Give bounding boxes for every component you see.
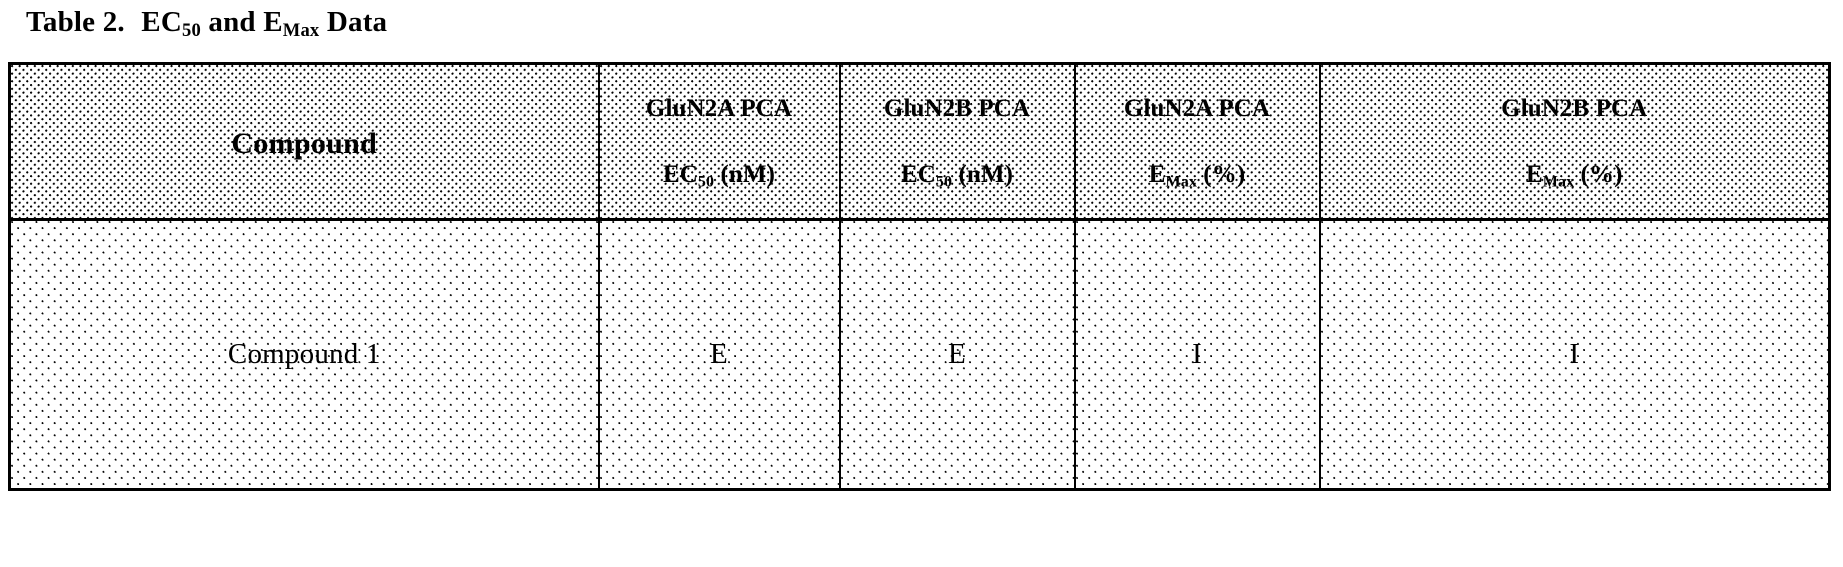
column-header-line2: EMax (%) bbox=[1076, 160, 1319, 190]
column-header-line2: EC50 (nM) bbox=[600, 160, 839, 190]
cell-glun2a-ec50-value: E bbox=[710, 338, 728, 370]
header-sub: 50 bbox=[936, 173, 952, 190]
page-root: Table 2. EC50 and EMax Data Compound Glu… bbox=[0, 0, 1843, 567]
column-header-glun2a-emax: GluN2A PCA EMax (%) bbox=[1075, 64, 1320, 220]
column-header-glun2a-ec50-text: GluN2A PCA EC50 (nM) bbox=[600, 94, 839, 190]
table-row: Compound 1 E E I I bbox=[10, 220, 1830, 490]
cell-glun2b-ec50: E bbox=[840, 220, 1075, 490]
cell-glun2a-emax: I bbox=[1075, 220, 1320, 490]
title-sub-max: Max bbox=[283, 20, 320, 41]
cell-glun2b-emax-value: I bbox=[1569, 338, 1579, 370]
column-header-glun2b-ec50-text: GluN2B PCA EC50 (nM) bbox=[841, 94, 1074, 190]
column-header-compound: Compound bbox=[10, 64, 599, 220]
column-header-compound-label: Compound bbox=[231, 127, 377, 160]
column-header-line2: EC50 (nM) bbox=[841, 160, 1074, 190]
header-sub: Max bbox=[1166, 173, 1197, 190]
table-title-conjunction: and bbox=[208, 6, 255, 38]
cell-glun2a-ec50: E bbox=[599, 220, 840, 490]
table-title-label: Table 2. bbox=[26, 6, 125, 38]
cell-compound: Compound 1 bbox=[10, 220, 599, 490]
ec50-emax-table: Compound GluN2A PCA EC50 (nM) GluN2B PCA… bbox=[8, 62, 1831, 491]
column-header-line1: GluN2B PCA bbox=[1321, 94, 1829, 124]
header-sub: 50 bbox=[698, 173, 714, 190]
table-title-tail: Data bbox=[327, 6, 387, 38]
cell-glun2b-ec50-value: E bbox=[948, 338, 966, 370]
cell-glun2a-emax-value: I bbox=[1192, 338, 1202, 370]
column-header-line1: GluN2B PCA bbox=[841, 94, 1074, 124]
table-title-emax: EMax bbox=[263, 6, 319, 38]
column-header-glun2b-emax: GluN2B PCA EMax (%) bbox=[1320, 64, 1830, 220]
column-header-glun2b-emax-text: GluN2B PCA EMax (%) bbox=[1321, 94, 1829, 190]
column-header-line1: GluN2A PCA bbox=[600, 94, 839, 124]
column-header-glun2b-ec50: GluN2B PCA EC50 (nM) bbox=[840, 64, 1075, 220]
table-header-row: Compound GluN2A PCA EC50 (nM) GluN2B PCA… bbox=[10, 64, 1830, 220]
page-title: Table 2. EC50 and EMax Data bbox=[26, 2, 387, 42]
cell-compound-value: Compound 1 bbox=[228, 338, 381, 370]
header-sub: Max bbox=[1543, 173, 1574, 190]
column-header-line1: GluN2A PCA bbox=[1076, 94, 1319, 124]
column-header-line2: EMax (%) bbox=[1321, 160, 1829, 190]
title-sub-50: 50 bbox=[182, 20, 201, 41]
column-header-glun2a-ec50: GluN2A PCA EC50 (nM) bbox=[599, 64, 840, 220]
column-header-glun2a-emax-text: GluN2A PCA EMax (%) bbox=[1076, 94, 1319, 190]
cell-glun2b-emax: I bbox=[1320, 220, 1830, 490]
table-title-ec50: EC50 bbox=[141, 6, 201, 38]
